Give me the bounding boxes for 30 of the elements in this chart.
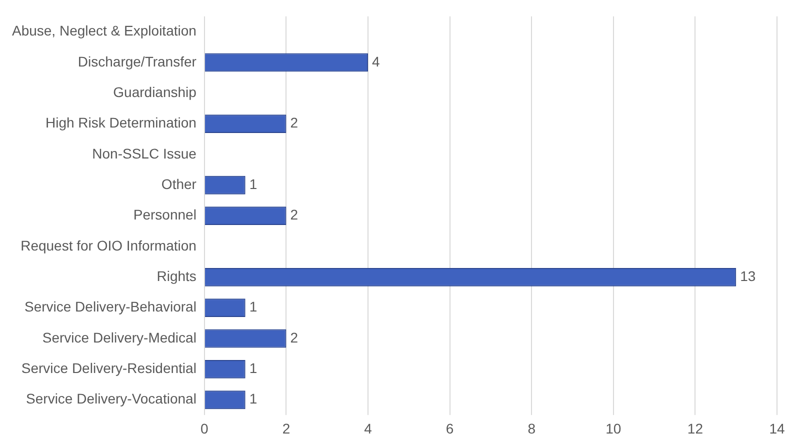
y-tick-label: Service Delivery-Medical [42,329,196,346]
y-tick-label: Abuse, Neglect & Exploitation [12,22,196,39]
y-tick-label: Non-SSLC Issue [92,145,197,162]
data-label: 1 [249,360,258,376]
y-tick-label: Personnel [133,206,196,223]
x-tick-label: 8 [528,420,536,436]
data-label: 2 [290,114,298,131]
data-label: 1 [249,298,258,315]
data-label: 1 [249,390,258,407]
data-label: 1 [249,176,258,192]
x-tick-label: 10 [606,420,622,436]
y-tick-label: Other [161,176,197,192]
data-label: 2 [290,329,298,346]
x-tick-label: 14 [769,420,785,436]
y-tick-label: Request for OIO Information [20,237,196,254]
y-tick-label: Rights [156,268,196,284]
y-tick-label: Service Delivery-Residential [21,360,196,376]
y-tick-label: Service Delivery-Behavioral [24,298,196,315]
data-label: 4 [372,53,380,70]
data-label: 13 [740,268,756,284]
y-tick-label: High Risk Determination [45,114,196,131]
x-tick-label: 2 [282,420,290,436]
x-tick-label: 12 [687,420,704,436]
x-tick-label: 0 [200,420,209,436]
y-tick-label: Guardianship [113,84,197,100]
data-label: 2 [290,206,298,223]
x-tick-label: 4 [364,420,372,436]
x-tick-label: 6 [446,420,454,436]
y-tick-label: Discharge/Transfer [78,53,197,70]
y-tick-label: Service Delivery-Vocational [26,390,196,407]
